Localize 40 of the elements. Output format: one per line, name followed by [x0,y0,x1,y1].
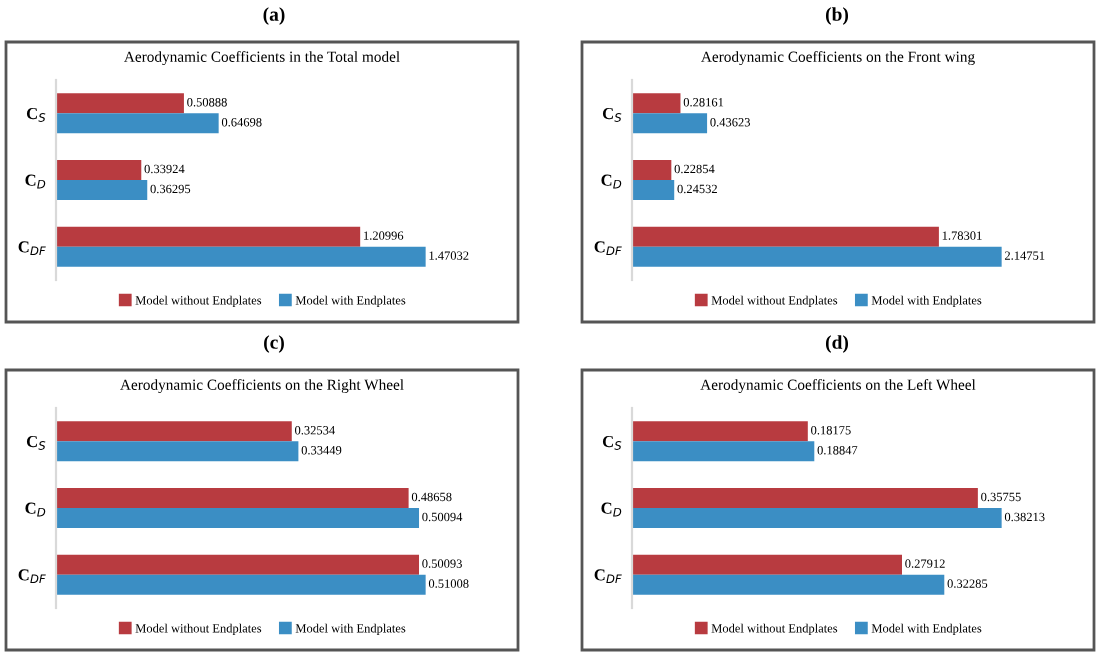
bar [632,554,902,575]
chart-title: (c) [264,335,284,353]
y-tick-label: C$_{DF}$ [594,241,622,256]
bar [56,508,420,528]
bar [56,421,292,442]
chart-title: (a) [263,7,285,25]
y-tick-label: C$_{DF}$ [594,569,622,584]
chart-title: (b) [825,7,849,25]
bar [56,488,409,508]
y-tick-label: C$_{D}$ [601,174,622,189]
y-tick-label: C$_{DF}$ [18,241,46,256]
bar [56,160,142,180]
bar [632,226,939,247]
bar [632,421,808,442]
bar [632,574,945,595]
y-tick-label: C$_{S}$ [26,435,46,450]
bar [56,246,426,267]
bar [56,113,219,134]
bar [56,574,426,595]
bar [632,246,1002,267]
bar [632,160,672,180]
bar [56,226,361,247]
bar [632,508,1002,528]
bar [56,180,148,200]
bar [632,93,681,114]
bar [632,488,978,508]
chart-title: (d) [825,335,849,353]
bar [632,113,708,134]
y-tick-label: C$_{S}$ [26,107,46,122]
y-tick-label: C$_{DF}$ [18,569,46,584]
bar [632,441,815,462]
y-tick-label: C$_{D}$ [601,502,622,517]
y-tick-label: C$_{D}$ [25,502,46,517]
y-tick-label: C$_{D}$ [25,174,46,189]
y-tick-label: C$_{S}$ [602,435,622,450]
bar [56,554,420,575]
bar [56,93,184,114]
bar [632,180,675,200]
y-tick-label: C$_{S}$ [602,107,622,122]
bar [56,441,299,462]
